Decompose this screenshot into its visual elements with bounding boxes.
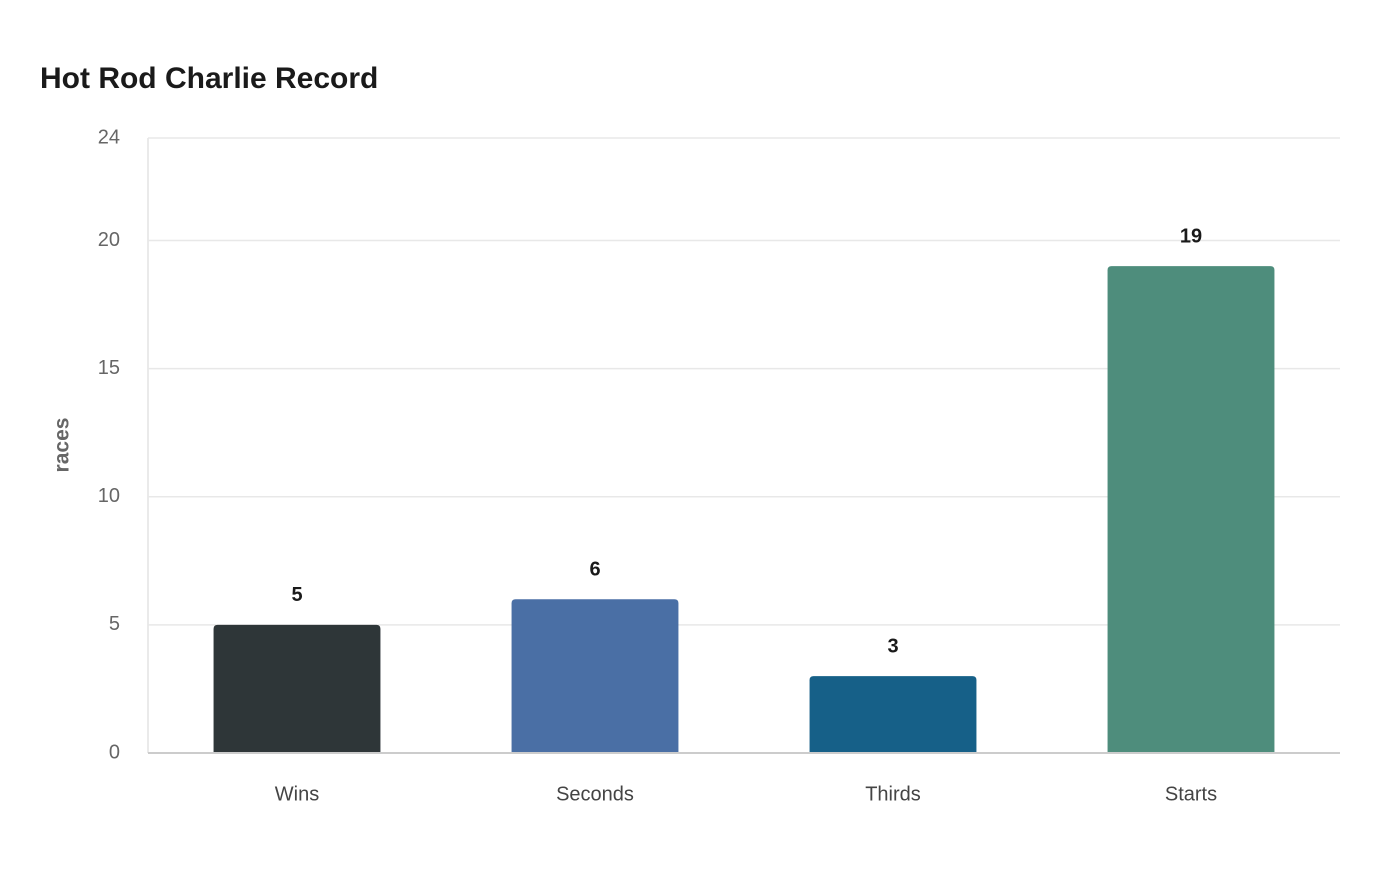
x-tick-label: Seconds bbox=[556, 783, 634, 805]
x-tick-label: Starts bbox=[1165, 783, 1217, 805]
data-label: 5 bbox=[291, 584, 302, 606]
y-tick-label: 0 bbox=[109, 741, 120, 763]
chart-title: Hot Rod Charlie Record bbox=[40, 62, 378, 95]
bar bbox=[511, 599, 679, 753]
x-tick-label: Thirds bbox=[865, 783, 921, 805]
y-tick-label: 5 bbox=[109, 613, 120, 635]
y-tick-label: 10 bbox=[98, 485, 120, 507]
y-tick-label: 24 bbox=[98, 126, 120, 148]
bar bbox=[213, 624, 381, 753]
y-axis-label: races bbox=[51, 418, 74, 473]
x-tick-label: Wins bbox=[275, 783, 319, 805]
y-tick-label: 15 bbox=[98, 357, 120, 379]
bar bbox=[809, 676, 977, 753]
data-label: 6 bbox=[589, 559, 600, 581]
data-label: 19 bbox=[1180, 225, 1202, 247]
y-tick-label: 20 bbox=[98, 229, 120, 251]
data-label: 3 bbox=[887, 635, 898, 657]
bar bbox=[1107, 266, 1275, 753]
